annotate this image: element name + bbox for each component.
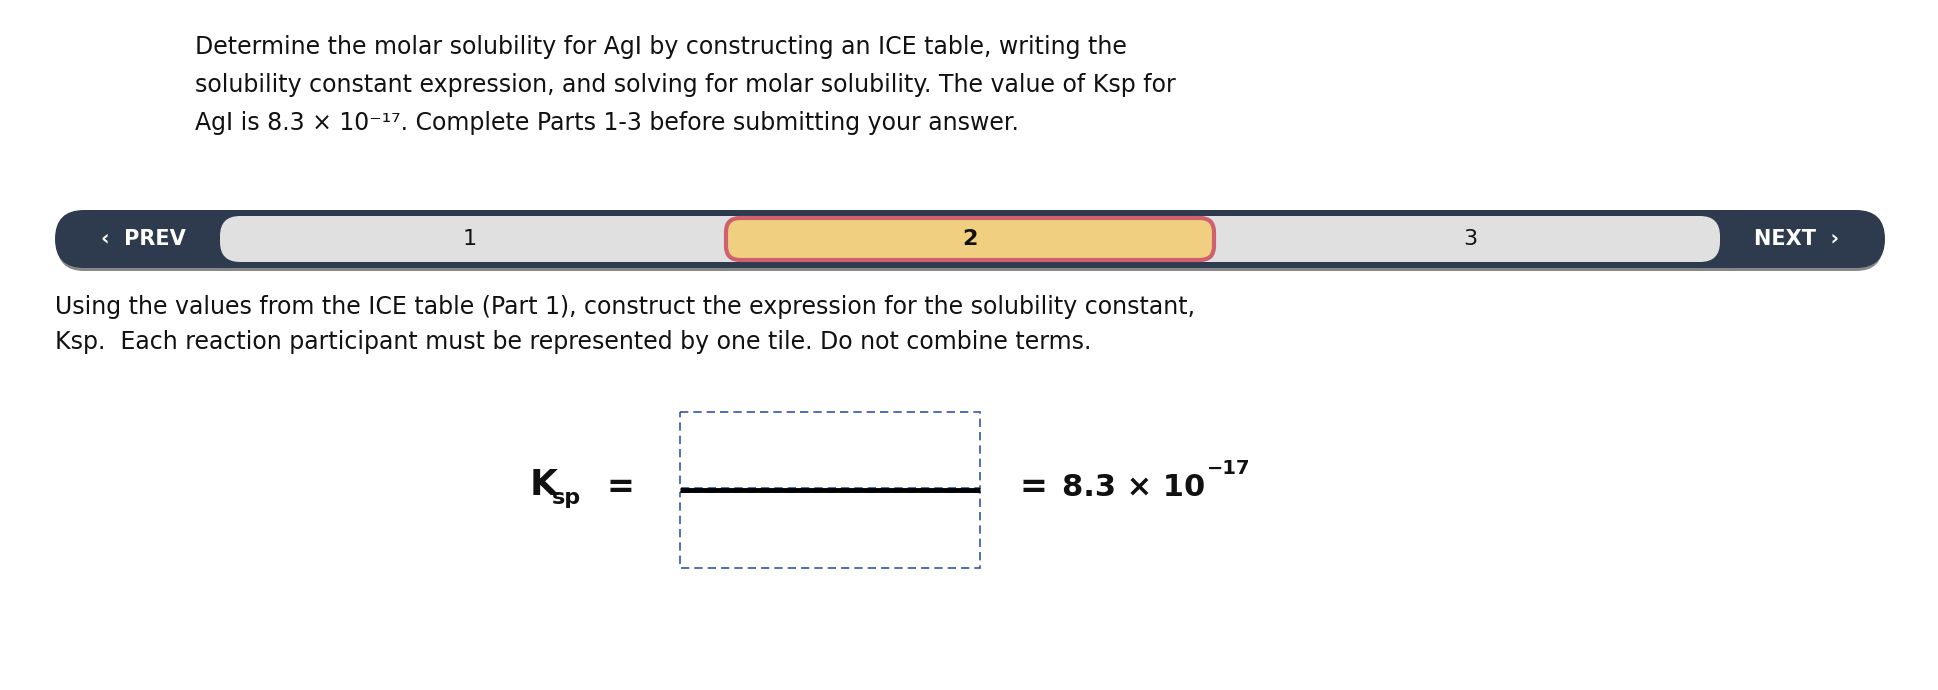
Text: −17: −17: [1207, 458, 1250, 477]
Text: NEXT  ›: NEXT ›: [1754, 229, 1839, 249]
FancyBboxPatch shape: [54, 210, 1886, 268]
Text: 8.3 × 10: 8.3 × 10: [1062, 473, 1205, 502]
Text: ‹  PREV: ‹ PREV: [101, 229, 186, 249]
FancyBboxPatch shape: [221, 216, 1721, 262]
Text: 2: 2: [963, 229, 977, 249]
Text: K: K: [529, 468, 558, 502]
Text: AgI is 8.3 × 10⁻¹⁷. Complete Parts 1-3 before submitting your answer.: AgI is 8.3 × 10⁻¹⁷. Complete Parts 1-3 b…: [196, 111, 1019, 135]
Text: =: =: [607, 471, 634, 504]
Text: =: =: [1019, 471, 1048, 504]
Text: sp: sp: [552, 488, 581, 508]
Text: Ksp.  Each reaction participant must be represented by one tile. Do not combine : Ksp. Each reaction participant must be r…: [54, 330, 1091, 354]
Text: 3: 3: [1463, 229, 1477, 249]
Text: Determine the molar solubility for AgI by constructing an ICE table, writing the: Determine the molar solubility for AgI b…: [196, 35, 1126, 59]
FancyBboxPatch shape: [56, 213, 1884, 271]
Text: Using the values from the ICE table (Part 1), construct the expression for the s: Using the values from the ICE table (Par…: [54, 295, 1196, 319]
FancyBboxPatch shape: [727, 218, 1213, 260]
Text: 1: 1: [463, 229, 477, 249]
Text: solubility constant expression, and solving for molar solubility. The value of K: solubility constant expression, and solv…: [196, 73, 1176, 97]
